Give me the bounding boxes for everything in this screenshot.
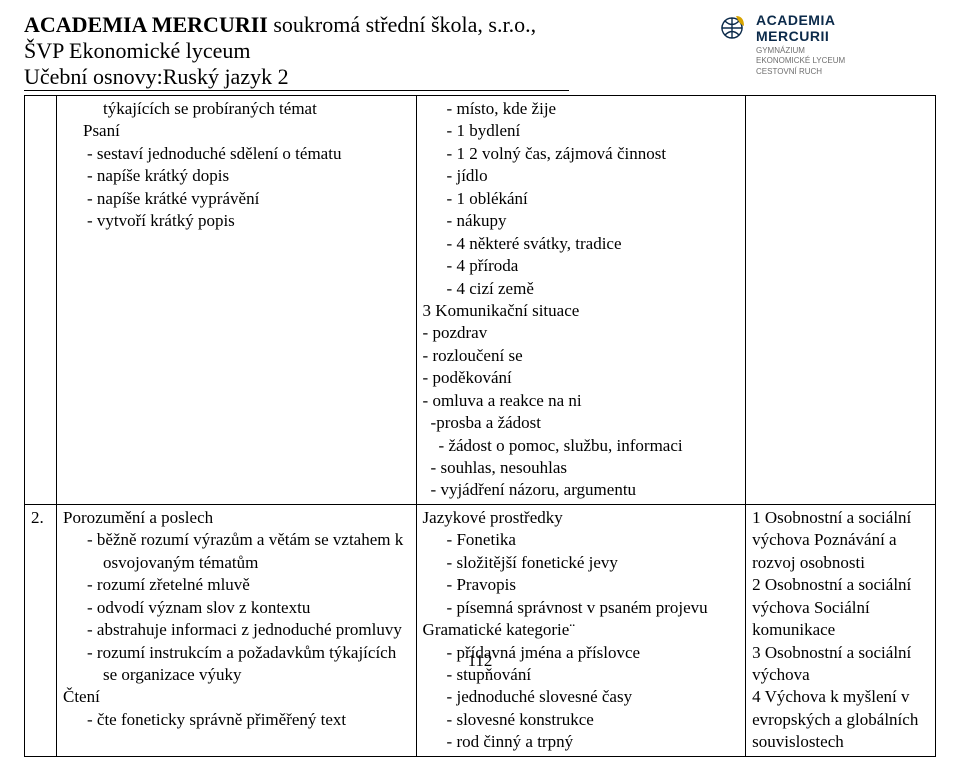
gramaticke-heading: Gramatické kategorie¨ [423,619,740,641]
column-content: místo, kde žije1 bydlení1 2 volný čas, z… [416,96,746,505]
plain-line: - poděkování [423,367,740,389]
list-item: Pravopis [463,574,740,596]
list-item: 4 cizí země [463,278,740,300]
plain-line: 3 Komunikační situace [423,300,740,322]
plain-line: - pozdrav [423,322,740,344]
subtitle: ŠVP Ekonomické lyceum [24,38,716,64]
list-item: jídlo [463,165,740,187]
list-item: sestaví jednoduché sdělení o tématu [103,143,410,165]
logo-brand: ACADEMIA [756,12,835,28]
row-number-cell [25,96,57,505]
list-item: čte foneticky správně přiměřený text [103,709,410,731]
crossref-line: 1 Osobnostní a sociální výchova Poznáván… [752,507,929,574]
list-item: odvodí význam slov z kontextu [103,597,410,619]
list-item: 1 bydlení [463,120,740,142]
komunikacni-block: 3 Komunikační situace- pozdrav- rozlouče… [423,300,740,502]
logo-sub2: EKONOMICKÉ LYCEUM [756,56,936,66]
list-item: napíše krátké vyprávění [103,188,410,210]
jazykove-list: Fonetikasložitější fonetické jevyPravopi… [423,529,740,619]
list-item: rod činný a trpný [463,731,740,753]
list-item: nákupy [463,210,740,232]
list-item: napíše krátký dopis [103,165,410,187]
plain-line: - vyjádření názoru, argumentu [423,479,740,501]
plain-line: -prosba a žádost [423,412,740,434]
column-crossrefs: 1 Osobnostní a sociální výchova Poznáván… [746,504,936,756]
list-item: místo, kde žije [463,98,740,120]
porozumeni-heading: Porozumění a poslech [63,507,410,529]
column-content: Jazykové prostředky Fonetikasložitější f… [416,504,746,756]
crossref-line: 2 Osobnostní a sociální výchova Sociální… [752,574,929,641]
list-item: abstrahuje informaci z jednoduché promlu… [103,619,410,641]
list-item: 4 příroda [463,255,740,277]
list-item: 1 2 volný čas, zájmová činnost [463,143,740,165]
cteni-list: čte foneticky správně přiměřený text [63,709,410,731]
page-number: 112 [0,651,960,671]
title-line: ACADEMIA MERCURII soukromá střední škola… [24,12,716,38]
section-title: Učební osnovy:Ruský jazyk 2 [24,64,569,91]
page-header: ACADEMIA MERCURII soukromá střední škola… [24,12,936,91]
globe-feather-icon [716,12,748,44]
logo-sub3: CESTOVNÍ RUCH [756,67,936,77]
plain-line: - omluva a reakce na ni [423,390,740,412]
psani-list: sestaví jednoduché sdělení o tématunapíš… [63,143,410,233]
list-item: běžně rozumí výrazům a větám se vztahem … [103,529,410,574]
logo-brand2: MERCURII [756,28,835,44]
title-bold: ACADEMIA MERCURII [24,12,268,37]
logo-sub1: GYMNÁZIUM [756,46,936,56]
list-item: jednoduché slovesné časy [463,686,740,708]
table-row: 2. Porozumění a poslech běžně rozumí výr… [25,504,936,756]
list-item: Fonetika [463,529,740,551]
list-item: 4 některé svátky, tradice [463,233,740,255]
activities-topline: týkajících se probíraných témat [63,98,410,120]
plain-line: - rozloučení se [423,345,740,367]
list-item: složitější fonetické jevy [463,552,740,574]
list-item: písemná správnost v psaném projevu [463,597,740,619]
plain-line: - souhlas, nesouhlas [423,457,740,479]
column-activities: Porozumění a poslech běžně rozumí výrazů… [56,504,416,756]
crossref-line: 4 Výchova k myšlení v evropských a globá… [752,686,929,753]
plain-line: - žádost o pomoc, službu, informaci [423,435,740,457]
topics-list: místo, kde žije1 bydlení1 2 volný čas, z… [423,98,740,300]
row-number-cell: 2. [25,504,57,756]
column-crossrefs [746,96,936,505]
title-rest: soukromá střední škola, s.r.o., [268,12,536,37]
logo: ACADEMIA MERCURII GYMNÁZIUM EKONOMICKÉ L… [716,12,936,77]
list-item: 1 oblékání [463,188,740,210]
cteni-heading: Čtení [63,686,410,708]
psani-heading: Psaní [63,120,410,142]
table-row: týkajících se probíraných témat Psaní se… [25,96,936,505]
list-item: vytvoří krátký popis [103,210,410,232]
list-item: rozumí zřetelné mluvě [103,574,410,596]
column-activities: týkajících se probíraných témat Psaní se… [56,96,416,505]
list-item: slovesné konstrukce [463,709,740,731]
jazykove-heading: Jazykové prostředky [423,507,740,529]
